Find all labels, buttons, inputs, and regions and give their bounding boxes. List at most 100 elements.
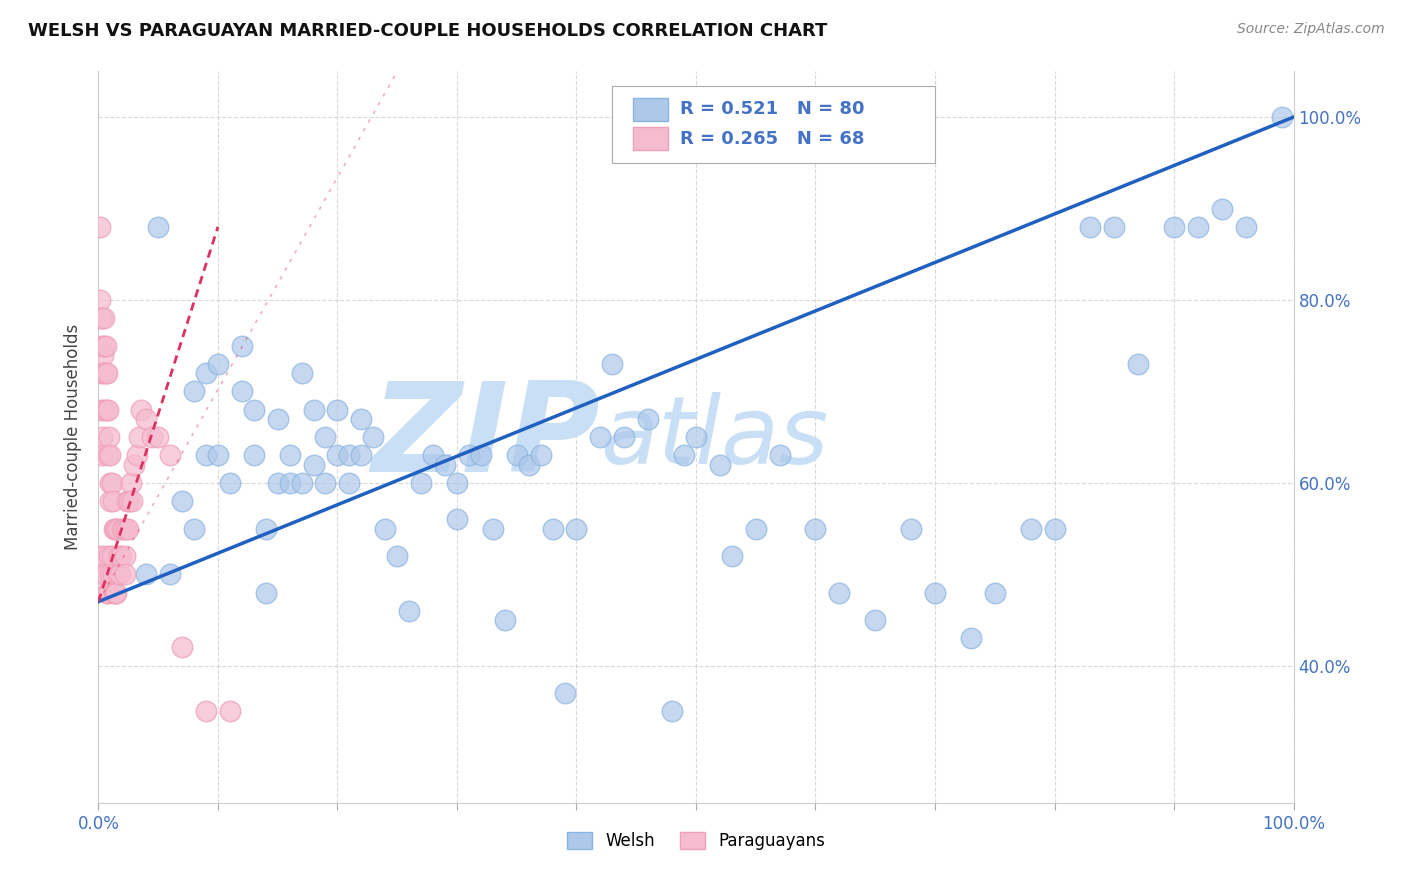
Point (107, 567, 129, 582)
Legend: Welsh, Paraguayans: Welsh, Paraguayans (560, 825, 832, 856)
Point (148, 219, 170, 234)
Point (398, 604, 420, 618)
Point (89, 219, 111, 234)
Point (159, 449, 181, 463)
Point (302, 402, 325, 417)
Point (101, 494, 124, 508)
Point (446, 475, 468, 490)
Point (105, 585, 128, 599)
Point (103, 585, 125, 599)
Point (1163, 219, 1185, 234)
Point (96, 585, 118, 599)
Point (363, 430, 385, 444)
Text: atlas: atlas (600, 392, 828, 483)
Point (90, 339, 112, 353)
Point (1187, 219, 1209, 234)
Point (172, 494, 194, 508)
Point (107, 521, 129, 535)
Point (93, 311, 115, 326)
Point (1211, 202, 1233, 216)
Point (128, 430, 150, 444)
Point (195, 449, 218, 463)
Point (673, 449, 696, 463)
Point (91, 449, 114, 463)
Point (121, 494, 143, 508)
Point (103, 521, 125, 535)
Point (101, 567, 124, 582)
Point (267, 475, 290, 490)
Point (159, 567, 181, 582)
Point (135, 567, 157, 582)
Point (97, 585, 120, 599)
Point (115, 521, 138, 535)
Point (302, 458, 325, 472)
Point (96, 402, 118, 417)
Point (530, 449, 553, 463)
Point (148, 430, 170, 444)
Point (661, 705, 683, 719)
Point (385, 549, 409, 563)
Point (98, 567, 122, 582)
Point (267, 411, 290, 425)
Point (481, 521, 505, 535)
Point (115, 494, 138, 508)
Text: R = 0.521   N = 80: R = 0.521 N = 80 (681, 101, 865, 119)
Point (98, 494, 122, 508)
Point (110, 549, 132, 563)
Point (613, 430, 636, 444)
Point (350, 449, 373, 463)
Point (207, 357, 229, 371)
Point (339, 449, 361, 463)
Point (125, 449, 148, 463)
Point (135, 411, 157, 425)
Point (828, 585, 851, 599)
Point (243, 402, 266, 417)
Point (231, 384, 253, 399)
Point (114, 549, 136, 563)
Point (422, 449, 444, 463)
Point (254, 521, 277, 535)
Point (291, 366, 314, 380)
Text: R = 0.265   N = 68: R = 0.265 N = 68 (681, 129, 865, 148)
Point (458, 449, 481, 463)
Point (111, 521, 134, 535)
Point (183, 384, 205, 399)
Point (97, 449, 120, 463)
Point (195, 366, 218, 380)
Text: ZIP: ZIP (371, 376, 600, 498)
Point (117, 521, 139, 535)
Bar (633, 127, 668, 151)
Point (105, 521, 128, 535)
Point (565, 521, 588, 535)
Point (183, 521, 205, 535)
Point (100, 475, 122, 490)
Point (517, 458, 540, 472)
Point (93, 339, 115, 353)
Point (141, 430, 163, 444)
Point (100, 549, 122, 563)
Point (326, 449, 349, 463)
Point (89, 549, 111, 563)
Point (195, 705, 218, 719)
Point (721, 549, 744, 563)
Point (98, 475, 122, 490)
Point (278, 475, 301, 490)
Point (112, 521, 135, 535)
Point (108, 567, 131, 582)
Point (98, 449, 122, 463)
Point (90, 311, 112, 326)
Point (494, 613, 516, 627)
Point (1271, 110, 1294, 124)
Text: Source: ZipAtlas.com: Source: ZipAtlas.com (1237, 22, 1385, 37)
Point (291, 475, 314, 490)
Point (91, 311, 114, 326)
Point (93, 549, 115, 563)
Point (91, 366, 114, 380)
Point (1043, 521, 1066, 535)
Point (315, 475, 337, 490)
Point (94, 567, 117, 582)
Point (804, 521, 827, 535)
Point (120, 475, 142, 490)
Point (637, 411, 659, 425)
Point (541, 521, 564, 535)
